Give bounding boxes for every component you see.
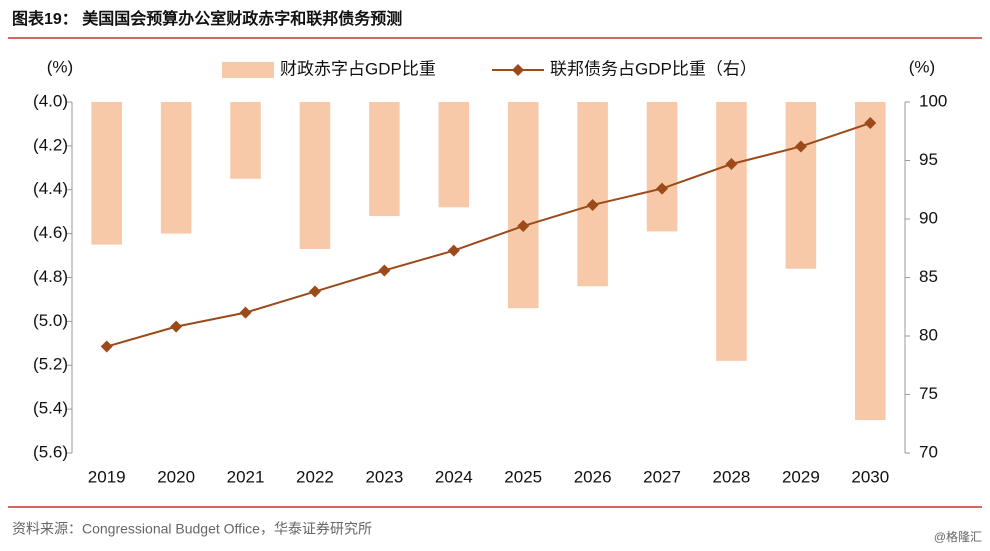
x-tick-label: 2025 xyxy=(504,467,542,486)
bar xyxy=(855,102,886,421)
x-tick-label: 2022 xyxy=(296,467,334,486)
marker xyxy=(656,182,669,195)
source: 资料来源：Congressional Budget Office，华泰证券研究所 xyxy=(12,521,372,537)
x-tick-label: 2027 xyxy=(643,467,681,486)
y-axis-label: (%) xyxy=(47,57,73,76)
marker xyxy=(100,340,113,353)
x-tick-label: 2020 xyxy=(157,467,195,486)
y2-axis-label: (%) xyxy=(909,57,935,76)
bar xyxy=(299,102,331,249)
bar xyxy=(369,102,400,217)
x-tick-label: 2029 xyxy=(782,467,820,486)
bar xyxy=(646,102,678,232)
y2-tick-label: 95 xyxy=(919,150,938,169)
marker xyxy=(170,320,183,333)
marker xyxy=(586,198,599,211)
legend-swatch xyxy=(512,64,524,76)
line xyxy=(106,122,871,348)
marker xyxy=(517,220,530,233)
marker xyxy=(239,306,252,319)
x-tick-label: 2021 xyxy=(227,467,265,486)
y2-tick-label: 90 xyxy=(919,208,938,227)
chart-title: 图表19： 美国国会预算办公室财政赤字和联邦债务预测 xyxy=(12,9,402,28)
watermark: @格隆汇 xyxy=(934,529,982,544)
y-tick-label: (4.0) xyxy=(33,91,68,110)
y2-tick-label: 100 xyxy=(919,91,947,110)
marker xyxy=(378,264,391,277)
legend-label: 联邦债务占GDP比重（右） xyxy=(550,59,757,78)
legend-label: 财政赤字占GDP比重 xyxy=(280,59,436,78)
bar xyxy=(91,102,122,245)
y-tick-label: (4.4) xyxy=(33,179,68,198)
marker xyxy=(864,117,877,130)
bar xyxy=(507,102,539,309)
bar xyxy=(577,102,608,287)
legend-swatch xyxy=(222,62,274,78)
x-tick-label: 2024 xyxy=(435,467,473,486)
x-tick-label: 2019 xyxy=(88,467,126,486)
bar xyxy=(160,102,192,234)
x-tick-label: 2023 xyxy=(365,467,403,486)
marker xyxy=(447,244,460,257)
bar xyxy=(230,102,261,179)
x-tick-label: 2028 xyxy=(713,467,751,486)
y-tick-label: (5.6) xyxy=(33,442,68,461)
y-tick-label: (5.2) xyxy=(33,355,68,374)
bar xyxy=(438,102,470,208)
y2-tick-label: 75 xyxy=(919,384,938,403)
y-tick-label: (4.2) xyxy=(33,135,68,154)
y-tick-label: (5.0) xyxy=(33,311,68,330)
y-tick-label: (4.8) xyxy=(33,267,68,286)
bar xyxy=(785,102,817,269)
marker xyxy=(794,140,807,153)
y2-tick-label: 80 xyxy=(919,325,938,344)
y-tick-label: (4.6) xyxy=(33,223,68,242)
bar xyxy=(716,102,747,361)
marker xyxy=(725,158,738,171)
y2-tick-label: 70 xyxy=(919,442,938,461)
x-tick-label: 2026 xyxy=(574,467,612,486)
marker xyxy=(308,285,321,298)
x-tick-label: 2030 xyxy=(851,467,889,486)
y-tick-label: (5.4) xyxy=(33,399,68,418)
y2-tick-label: 85 xyxy=(919,267,938,286)
